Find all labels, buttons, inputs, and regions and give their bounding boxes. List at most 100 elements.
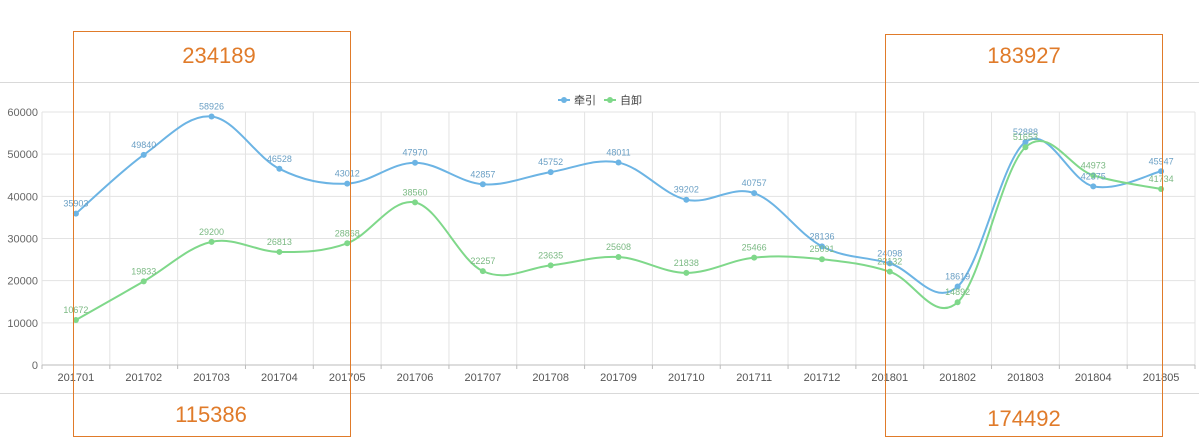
data-label: 41734 — [1149, 174, 1174, 184]
x-tick-label: 201705 — [329, 372, 366, 384]
y-tick-label: 40000 — [7, 191, 38, 203]
data-point — [72, 210, 79, 217]
data-label: 38560 — [403, 187, 428, 197]
series-lines — [75, 115, 1162, 321]
data-label: 45752 — [538, 157, 563, 167]
legend-label: 牵引 — [574, 93, 596, 107]
data-label: 10672 — [63, 305, 88, 315]
y-tick-label: 30000 — [7, 234, 38, 246]
series-line-1 — [75, 115, 1162, 294]
x-axis: 201701 201702 201703 201704 201705 201706 2017… — [41, 364, 1196, 384]
data-label: 47970 — [403, 148, 428, 158]
top-divider — [0, 82, 1199, 83]
data-label: 24098 — [877, 248, 902, 258]
data-label: 26813 — [267, 237, 292, 247]
data-label: 46528 — [267, 154, 292, 164]
series-line-2 — [75, 139, 1162, 321]
data-point — [954, 283, 961, 290]
data-point — [344, 180, 351, 187]
data-point — [276, 248, 283, 255]
data-label: 35903 — [63, 199, 88, 209]
data-label: 44973 — [1081, 160, 1106, 170]
legend-swatch-dot — [561, 97, 567, 103]
legend-swatch-dot — [607, 97, 613, 103]
x-tick-label: 201803 — [1007, 372, 1044, 384]
grid-lines — [41, 111, 1196, 366]
right-bottom-total: 174492 — [987, 406, 1061, 431]
data-label: 21838 — [674, 258, 699, 268]
data-point — [886, 268, 893, 275]
data-point — [344, 240, 351, 247]
x-tick-label: 201703 — [193, 372, 230, 384]
data-label: 25091 — [809, 244, 834, 254]
data-point — [1090, 183, 1097, 190]
y-tick-label: 20000 — [7, 276, 38, 288]
legend-label: 自卸 — [620, 93, 642, 107]
x-tick-label: 201805 — [1143, 372, 1180, 384]
x-tick-label: 201802 — [939, 372, 976, 384]
data-point — [1022, 138, 1029, 145]
data-point — [683, 269, 690, 276]
data-label: 23635 — [538, 250, 563, 260]
data-point — [886, 260, 893, 267]
x-tick-label: 201708 — [532, 372, 569, 384]
data-label: 48011 — [606, 148, 630, 158]
data-point — [547, 169, 554, 176]
data-label: 28136 — [809, 231, 834, 241]
data-label: 14892 — [945, 287, 970, 297]
data-point — [751, 190, 758, 197]
data-point — [479, 268, 486, 275]
x-tick-label: 201707 — [464, 372, 501, 384]
x-tick-label: 201801 — [871, 372, 908, 384]
left-top-total: 234189 — [182, 43, 256, 68]
data-point — [208, 113, 215, 120]
data-label: 29200 — [199, 227, 224, 237]
data-point — [818, 243, 825, 250]
y-tick-label: 0 — [32, 360, 38, 372]
legend-item-1[interactable]: 牵引 — [558, 93, 596, 107]
data-point — [412, 199, 419, 206]
x-tick-label: 201706 — [397, 372, 434, 384]
y-tick-label: 60000 — [7, 107, 38, 119]
data-point — [615, 159, 622, 166]
data-point — [751, 254, 758, 261]
legend-item-2[interactable]: 自卸 — [604, 93, 642, 107]
x-tick-label: 201712 — [804, 372, 841, 384]
data-label: 25608 — [606, 242, 631, 252]
y-tick-label: 50000 — [7, 149, 38, 161]
data-point — [208, 238, 215, 245]
data-label: 22132 — [877, 257, 902, 267]
x-tick-label: 201704 — [261, 372, 298, 384]
right-top-total: 183927 — [987, 43, 1061, 68]
data-label: 19833 — [131, 266, 156, 276]
data-label: 28868 — [335, 228, 360, 238]
data-label: 18619 — [945, 271, 970, 281]
y-tick-label: 10000 — [7, 318, 38, 330]
data-label: 43012 — [335, 169, 360, 179]
data-label: 42375 — [1081, 171, 1106, 181]
data-point — [140, 151, 147, 158]
data-point — [1022, 144, 1029, 151]
data-point — [547, 262, 554, 269]
x-tick-label: 201701 — [58, 372, 95, 384]
data-point — [276, 165, 283, 172]
data-point — [412, 159, 419, 166]
data-point — [72, 316, 79, 323]
highlight-box-2018-q1 — [885, 34, 1163, 437]
data-label: 58926 — [199, 102, 224, 112]
data-label: 45947 — [1149, 156, 1174, 166]
y-axis: 0 10000 20000 30000 40000 50000 60000 — [7, 107, 38, 372]
data-point — [954, 299, 961, 306]
bottom-divider — [0, 393, 1199, 394]
legend[interactable]: 牵引 自卸 — [558, 93, 642, 107]
data-point — [1090, 172, 1097, 179]
data-labels: 35903 49840 58926 46528 43012 47970 42857 45752… — [63, 102, 1173, 315]
left-bottom-total: 115386 — [175, 402, 247, 427]
highlight-box-2017-q1 — [73, 31, 351, 437]
data-label: 39202 — [674, 185, 699, 195]
data-label: 52888 — [1013, 127, 1038, 137]
x-tick-label: 201711 — [736, 372, 772, 384]
data-label: 49840 — [131, 140, 156, 150]
data-point — [615, 254, 622, 261]
